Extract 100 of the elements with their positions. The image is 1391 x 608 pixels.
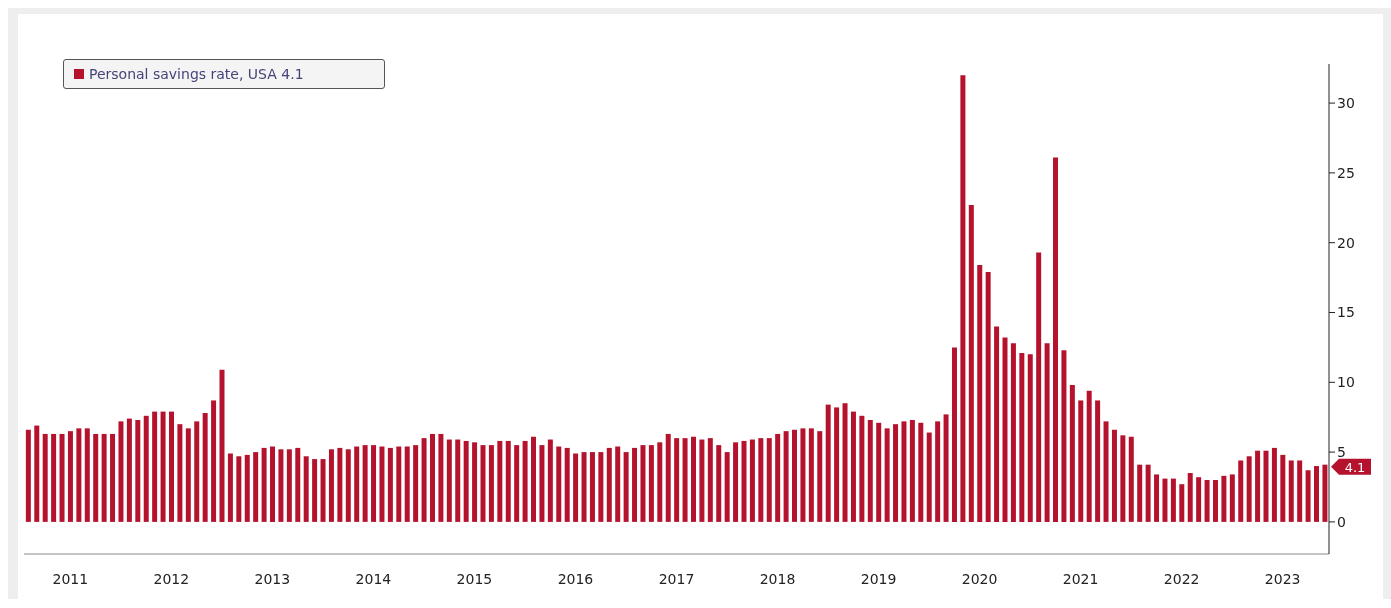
bar xyxy=(648,445,654,522)
bar xyxy=(1036,252,1042,522)
bar xyxy=(505,440,511,522)
bar xyxy=(143,415,149,522)
bar xyxy=(606,447,612,522)
y-tick-label: 15 xyxy=(1337,304,1355,321)
bar xyxy=(876,422,882,522)
bar xyxy=(640,445,646,522)
bar xyxy=(379,446,385,522)
x-tick-label: 2022 xyxy=(1163,571,1200,587)
bar xyxy=(1271,447,1277,522)
bar xyxy=(93,433,99,522)
y-tick-label: 10 xyxy=(1337,374,1355,391)
bar xyxy=(926,432,932,522)
bar xyxy=(514,445,520,522)
bar xyxy=(951,347,957,522)
bar xyxy=(76,428,82,522)
bar xyxy=(825,404,831,522)
bar xyxy=(168,411,174,522)
bar xyxy=(909,419,915,522)
bar xyxy=(34,425,40,522)
bar xyxy=(522,440,528,522)
bar xyxy=(1095,400,1101,522)
bar xyxy=(463,440,469,522)
bar xyxy=(1221,475,1227,522)
y-tick-label: 30 xyxy=(1337,95,1355,112)
bar xyxy=(749,439,755,522)
x-tick-label: 2013 xyxy=(254,571,291,587)
x-tick-label: 2015 xyxy=(456,571,493,587)
bar xyxy=(387,447,393,522)
bar xyxy=(177,424,183,522)
bar xyxy=(867,419,873,522)
bar xyxy=(792,429,798,522)
bar xyxy=(850,411,856,522)
bar xyxy=(581,452,587,522)
bar xyxy=(25,429,31,522)
bar xyxy=(51,433,57,522)
bar xyxy=(699,439,705,522)
x-tick-label: 2020 xyxy=(961,571,998,587)
bar xyxy=(598,452,604,522)
bar xyxy=(67,431,73,522)
bar xyxy=(472,442,478,522)
bar xyxy=(345,449,351,522)
bar xyxy=(1145,464,1151,522)
bar xyxy=(211,400,217,522)
x-tick-label: 2017 xyxy=(658,571,695,587)
bar xyxy=(320,459,326,522)
bar xyxy=(446,439,452,522)
bar xyxy=(1053,157,1059,522)
x-tick-label: 2019 xyxy=(860,571,897,587)
bar xyxy=(1187,473,1193,522)
bar xyxy=(682,438,688,522)
bar xyxy=(84,428,90,522)
bar xyxy=(455,439,461,522)
bar xyxy=(994,326,1000,522)
bar xyxy=(429,433,435,522)
bar xyxy=(303,456,309,522)
bar xyxy=(480,445,486,522)
x-tick-label: 2021 xyxy=(1062,571,1099,587)
bar xyxy=(1002,337,1008,522)
bar xyxy=(690,436,696,522)
bar xyxy=(707,438,713,522)
bar xyxy=(328,449,334,522)
bar xyxy=(758,438,764,522)
bar xyxy=(1010,343,1016,522)
bar xyxy=(194,421,200,522)
bar xyxy=(152,411,158,522)
bar xyxy=(1086,390,1092,522)
bar xyxy=(573,453,579,522)
bar xyxy=(539,445,545,522)
bar xyxy=(1238,460,1244,522)
bar xyxy=(531,436,537,522)
bar xyxy=(1128,436,1134,522)
bar xyxy=(278,449,284,522)
bar xyxy=(935,421,941,522)
bar xyxy=(312,459,318,522)
bar xyxy=(286,449,292,522)
bar xyxy=(219,369,225,522)
bar xyxy=(497,440,503,522)
bar xyxy=(1154,474,1160,522)
bar xyxy=(42,433,48,522)
bar xyxy=(1204,480,1210,522)
bar xyxy=(295,447,301,522)
bar xyxy=(1120,435,1126,522)
bar xyxy=(1019,352,1025,522)
bar xyxy=(1297,460,1303,522)
bar xyxy=(413,445,419,522)
y-tick-label: 0 xyxy=(1337,513,1346,530)
bar xyxy=(733,442,739,522)
bar xyxy=(118,421,124,522)
bar xyxy=(1111,429,1117,522)
bar xyxy=(1212,480,1218,522)
bar xyxy=(236,456,242,522)
bar xyxy=(160,411,166,522)
bar xyxy=(1027,354,1033,522)
bar xyxy=(337,447,343,522)
bar xyxy=(893,424,899,522)
bar xyxy=(1305,470,1311,522)
bar xyxy=(1263,450,1269,522)
bar xyxy=(817,431,823,522)
